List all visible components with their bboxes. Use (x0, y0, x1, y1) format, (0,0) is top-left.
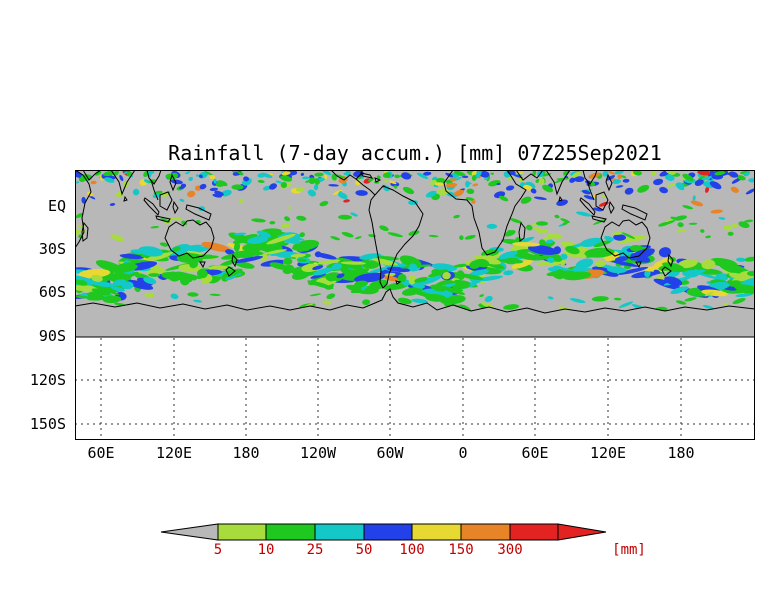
x-tick-label-1: 120E (155, 444, 193, 462)
y-tick-label-120s: 120S (29, 371, 66, 389)
colorbar-seg-50-100 (363, 523, 413, 541)
colorbar-label-25: 25 (306, 542, 324, 558)
colorbar-unit-label: [mm] (612, 542, 646, 558)
world-map (75, 170, 755, 440)
x-tick-label-5: 0 (458, 444, 468, 462)
x-tick-label-8: 180 (667, 444, 695, 462)
rainfall-shading-layer (75, 170, 755, 313)
x-tick-label-0: 60E (87, 444, 115, 462)
colorbar-label-100: 100 (399, 542, 425, 558)
colorbar-seg-150-300 (460, 523, 511, 541)
colorbar (160, 523, 607, 541)
colorbar-label-5: 5 (213, 542, 223, 558)
colorbar-seg-5-10 (217, 523, 267, 541)
x-tick-label-3: 120W (299, 444, 337, 462)
y-tick-label-60s: 60S (38, 283, 66, 301)
y-tick-label-eq: EQ (47, 197, 66, 215)
x-tick-label-2: 180 (232, 444, 260, 462)
colorbar-seg-over-300 (509, 523, 559, 541)
antarctica (75, 288, 755, 337)
x-tick-label-4: 60W (376, 444, 404, 462)
coastlines (75, 170, 674, 289)
colorbar-seg-25-50 (314, 523, 365, 541)
x-tick-label-6: 60E (521, 444, 549, 462)
colorbar-label-50: 50 (355, 542, 373, 558)
y-tick-label-150s: 150S (29, 415, 66, 433)
chart-title: Rainfall (7-day accum.) [mm] 07Z25Sep202… (168, 141, 662, 165)
plot-frame (75, 170, 755, 440)
colorbar-arrow-over (557, 523, 607, 541)
colorbar-arrow-under (160, 523, 219, 541)
y-tick-label-30s: 30S (38, 240, 66, 258)
y-tick-label-90s: 90S (38, 327, 66, 345)
colorbar-label-300: 300 (497, 542, 523, 558)
colorbar-seg-10-25 (265, 523, 316, 541)
latlon-grid (75, 338, 755, 440)
x-tick-label-7: 120E (589, 444, 627, 462)
colorbar-seg-100-150 (411, 523, 462, 541)
colorbar-label-150: 150 (448, 542, 474, 558)
colorbar-label-10: 10 (257, 542, 275, 558)
